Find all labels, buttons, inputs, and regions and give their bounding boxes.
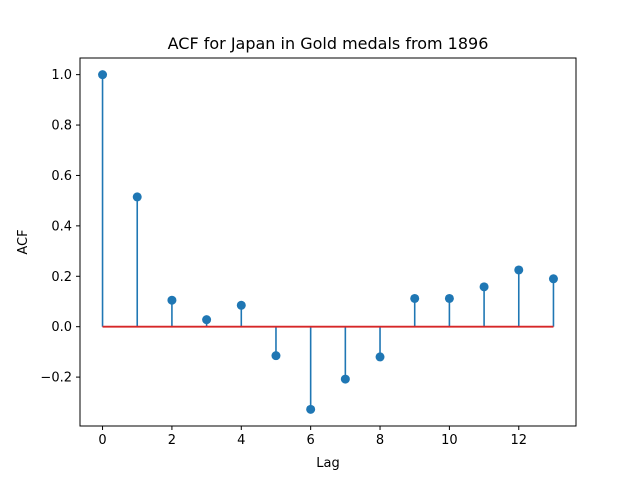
acf-point <box>410 293 420 303</box>
y-tick-label: −0.2 <box>40 371 72 386</box>
acf-point <box>132 192 142 202</box>
y-tick-label: 0.0 <box>51 320 72 335</box>
y-tick-label: 0.4 <box>51 219 72 234</box>
y-axis-label: ACF <box>16 229 31 254</box>
acf-point <box>479 282 489 292</box>
x-tick-label: 0 <box>98 433 106 448</box>
acf-point <box>236 300 246 310</box>
axes-frame <box>79 57 577 427</box>
chart-title: ACF for Japan in Gold medals from 1896 <box>168 34 489 53</box>
acf-point <box>271 351 281 361</box>
acf-point <box>167 295 177 305</box>
acf-point <box>98 70 108 80</box>
acf-point <box>340 374 350 384</box>
acf-point <box>202 315 212 325</box>
y-tick-label: 0.2 <box>51 270 72 285</box>
x-tick-label: 6 <box>307 433 315 448</box>
x-tick-label: 2 <box>168 433 176 448</box>
x-tick-label: 10 <box>441 433 458 448</box>
acf-point <box>548 274 558 284</box>
x-tick-label: 8 <box>376 433 384 448</box>
acf-point <box>375 352 385 362</box>
x-tick-label: 12 <box>510 433 527 448</box>
acf-point <box>306 404 316 414</box>
acf-point <box>444 293 454 303</box>
y-tick-label: 1.0 <box>51 68 72 83</box>
y-tick-label: 0.6 <box>51 169 72 184</box>
x-axis-label: Lag <box>316 456 339 471</box>
acf-point <box>514 265 524 275</box>
plot-area: −0.2 0.0 0.2 0.4 0.6 0.8 1.0 0 2 4 6 8 10 12 <box>40 57 577 448</box>
x-tick-label: 4 <box>237 433 245 448</box>
y-tick-label: 0.8 <box>51 119 72 134</box>
